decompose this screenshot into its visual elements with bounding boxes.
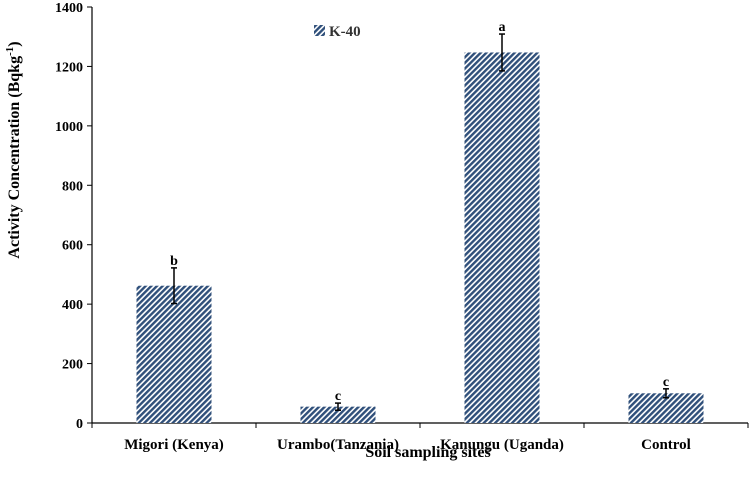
y-tick-label: 600 xyxy=(62,239,83,254)
x-category-label: Control xyxy=(641,437,691,453)
y-tick-label: 1400 xyxy=(55,1,83,16)
x-category-label: Urambo(Tanzania) xyxy=(277,437,399,453)
legend-swatch-k40 xyxy=(314,25,325,36)
legend: K-40 xyxy=(314,24,361,40)
significance-label: a xyxy=(499,20,506,35)
bar xyxy=(136,285,212,423)
legend-label-k40: K-40 xyxy=(329,24,361,40)
significance-label: c xyxy=(335,389,341,404)
y-tick-label: 800 xyxy=(62,179,83,194)
x-category-label: Migori (Kenya) xyxy=(124,437,224,453)
bar xyxy=(300,406,376,423)
labels: b Migori (Kenya) c Urambo(Tanzania) a Kanungu… xyxy=(124,20,691,453)
x-axis-title: Soil sampling sites xyxy=(365,444,490,461)
bars xyxy=(136,33,704,423)
significance-label: b xyxy=(170,254,178,269)
y-axis-title: Activity Concentration (Bqkg-1) xyxy=(4,41,23,258)
y-tick-label: 0 xyxy=(76,417,83,432)
x-category-label: Kanungu (Uganda) xyxy=(440,437,564,453)
significance-label: c xyxy=(663,375,669,390)
y-tick-label: 1200 xyxy=(55,60,83,75)
bar xyxy=(464,52,540,423)
y-tick-label: 1000 xyxy=(55,120,83,135)
y-tick-label: 400 xyxy=(62,298,83,313)
y-tick-label: 200 xyxy=(62,358,83,373)
